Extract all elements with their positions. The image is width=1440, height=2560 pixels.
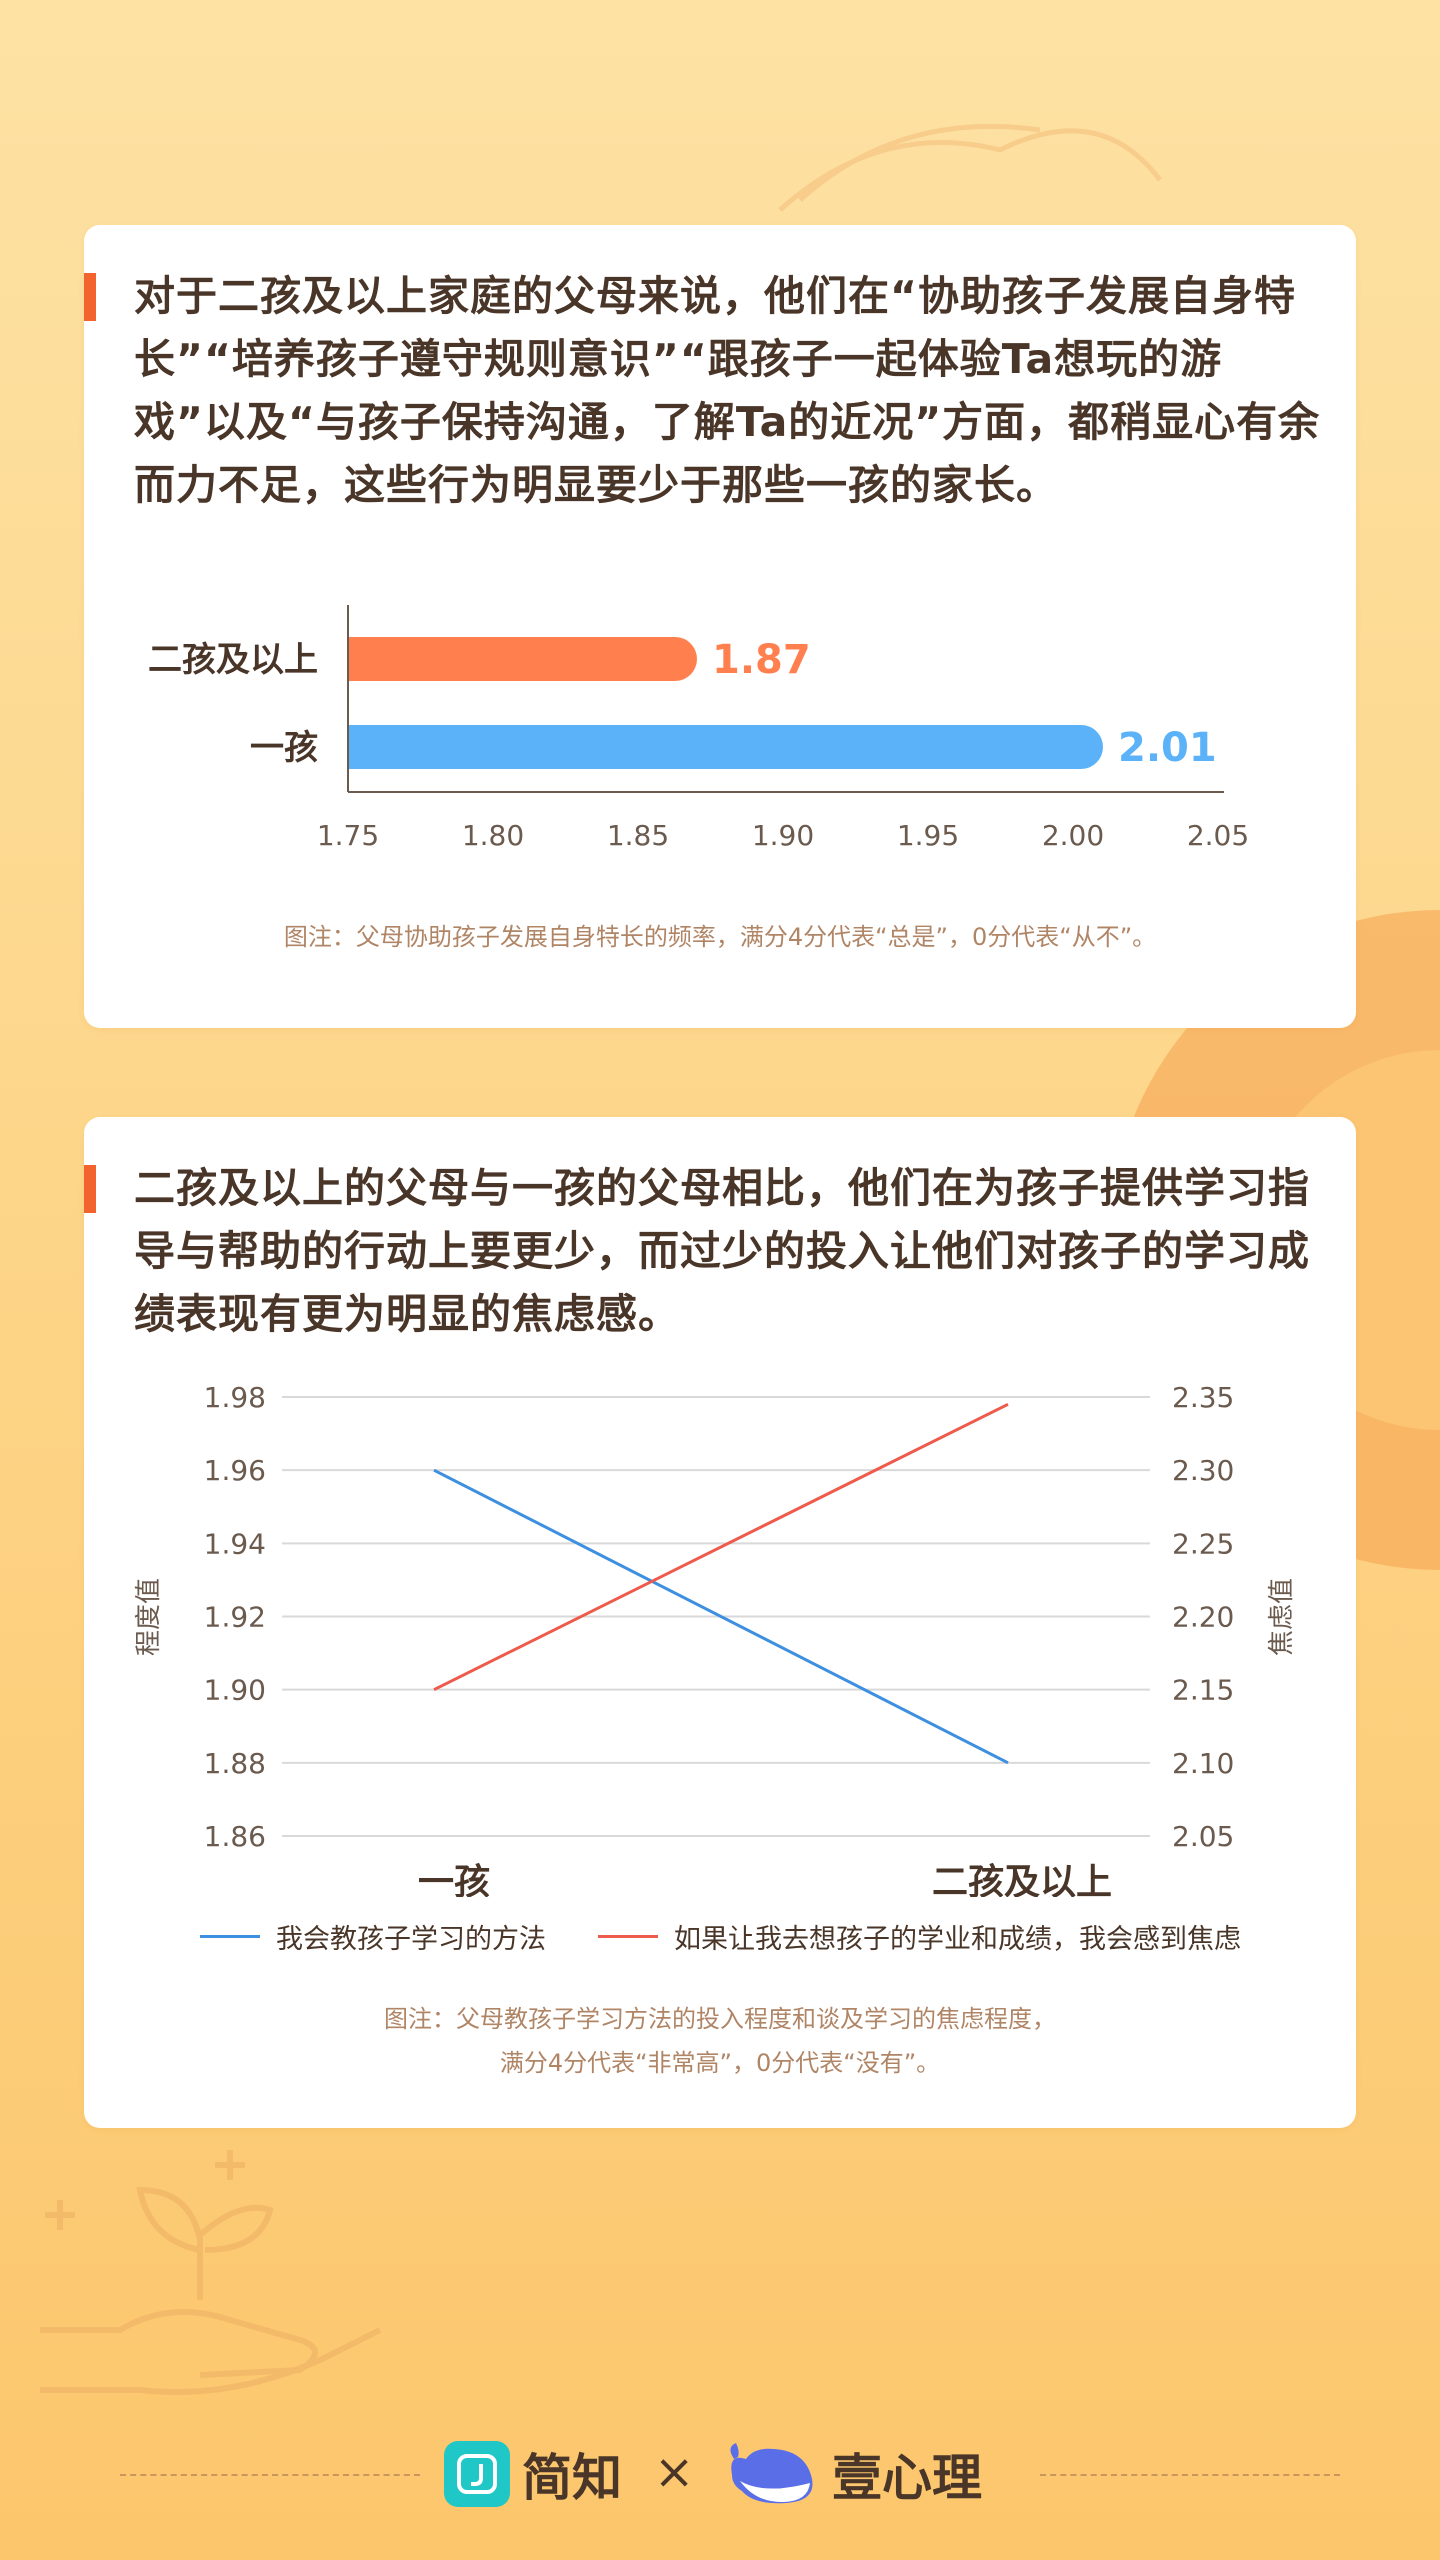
- headline-accent-bar: [84, 1165, 96, 1213]
- chart-note: 图注：父母教孩子学习方法的投入程度和谈及学习的焦虑程度， 满分4分代表“非常高”…: [84, 1997, 1356, 2085]
- y-left-tick-label: 1.98: [204, 1381, 266, 1414]
- x-category-label: 二孩及以上: [932, 1862, 1112, 1897]
- chart-note-line2: 满分4分代表“非常高”，0分代表“没有”。: [499, 2049, 941, 2077]
- x-tick-label: 1.80: [462, 819, 524, 852]
- x-category-label: 一孩: [418, 1862, 490, 1897]
- legend-swatch: [200, 1935, 260, 1938]
- brand-name-jianzhi: 简知: [522, 2449, 622, 2507]
- y-left-tick-label: 1.92: [204, 1601, 266, 1634]
- x-tick-label: 1.85: [607, 819, 669, 852]
- bar-chart: 1.75 1.80 1.85 1.90 1.95 2.00 2.05 二孩及以上 1.87 一孩 2…: [148, 605, 1249, 852]
- y-right-tick-label: 2.10: [1172, 1747, 1234, 1780]
- legend-label: 如果让我去想孩子的学业和成绩，我会感到焦虑: [674, 1924, 1241, 1955]
- y-left-tick-label: 1.96: [204, 1454, 266, 1487]
- footer-divider-left: [120, 2474, 420, 2476]
- y-left-tick-label: 1.88: [204, 1747, 266, 1780]
- card-bar-chart: 对于二孩及以上家庭的父母来说，他们在“协助孩子发展自身特长”“培养孩子遵守规则意…: [84, 225, 1356, 1028]
- y-right-axis-title: 焦虑值: [1267, 1578, 1297, 1656]
- series-line-2: [433, 1402, 1009, 1692]
- y-right-tick-label: 2.30: [1172, 1454, 1234, 1487]
- headline-text: 二孩及以上的父母与一孩的父母相比，他们在为孩子提供学习指导与帮助的行动上要更少，…: [134, 1164, 1310, 1338]
- y-right-tick-label: 2.05: [1172, 1820, 1234, 1853]
- bar: [349, 725, 1103, 769]
- y-left-tick-label: 1.90: [204, 1674, 266, 1707]
- footer-divider-right: [1040, 2474, 1340, 2476]
- line-chart: 1.98 2.35 1.96 2.30 1.94 2.25 1.92 2.20 1.90 2.15…: [134, 1381, 1297, 1897]
- brand-logo-yixinli: 壹心理: [724, 2438, 982, 2510]
- category-label: 一孩: [250, 728, 318, 768]
- y-left-tick-label: 1.94: [204, 1527, 266, 1560]
- series-line-1: [433, 1468, 1009, 1765]
- y-left-tick-label: 1.86: [204, 1820, 266, 1853]
- legend-swatch: [598, 1935, 658, 1938]
- bar: [349, 637, 697, 681]
- card-line-chart: 二孩及以上的父母与一孩的父母相比，他们在为孩子提供学习指导与帮助的行动上要更少，…: [84, 1117, 1356, 2128]
- bar-left-square: [349, 637, 393, 681]
- brand-logo-jianzhi: 简知: [444, 2438, 622, 2510]
- brand-name-yixinli: 壹心理: [832, 2449, 982, 2507]
- chart-note: 图注：父母协助孩子发展自身特长的频率，满分4分代表“总是”，0分代表“从不”。: [283, 923, 1157, 951]
- y-right-tick-label: 2.20: [1172, 1601, 1234, 1634]
- y-right-tick-label: 2.25: [1172, 1527, 1234, 1560]
- plant-hand-icon: [40, 2150, 382, 2395]
- chart-legend: 我会教孩子学习的方法 如果让我去想孩子的学业和成绩，我会感到焦虑: [114, 1917, 1334, 1957]
- category-label: 二孩及以上: [148, 640, 318, 680]
- jianzhi-logo-icon: [444, 2441, 510, 2507]
- y-left-axis-title: 程度值: [134, 1578, 164, 1656]
- footer: 简知 × 壹心理: [0, 2430, 1440, 2520]
- legend-item-anxiety: 如果让我去想孩子的学业和成绩，我会感到焦虑: [598, 1917, 1241, 1956]
- x-tick-label: 2.00: [1042, 819, 1104, 852]
- legend-label: 我会教孩子学习的方法: [276, 1924, 546, 1955]
- y-right-tick-label: 2.15: [1172, 1674, 1234, 1707]
- x-tick-label: 1.95: [897, 819, 959, 852]
- data-label: 2.01: [1118, 725, 1217, 771]
- x-tick-label: 1.75: [317, 819, 379, 852]
- headline-accent-bar: [84, 273, 96, 321]
- x-tick-label: 1.90: [752, 819, 814, 852]
- times-symbol: ×: [654, 2444, 695, 2500]
- legend-item-teach: 我会教孩子学习的方法: [200, 1917, 546, 1956]
- y-right-tick-label: 2.35: [1172, 1381, 1234, 1414]
- bar-left-square: [349, 725, 393, 769]
- chart-note-line1: 图注：父母教孩子学习方法的投入程度和谈及学习的焦虑程度，: [384, 2005, 1056, 2033]
- x-tick-label: 2.05: [1187, 819, 1249, 852]
- whale-logo-icon: [730, 2443, 813, 2504]
- headline-text: 对于二孩及以上家庭的父母来说，他们在“协助孩子发展自身特长”“培养孩子遵守规则意…: [134, 272, 1321, 509]
- data-label: 1.87: [712, 637, 811, 683]
